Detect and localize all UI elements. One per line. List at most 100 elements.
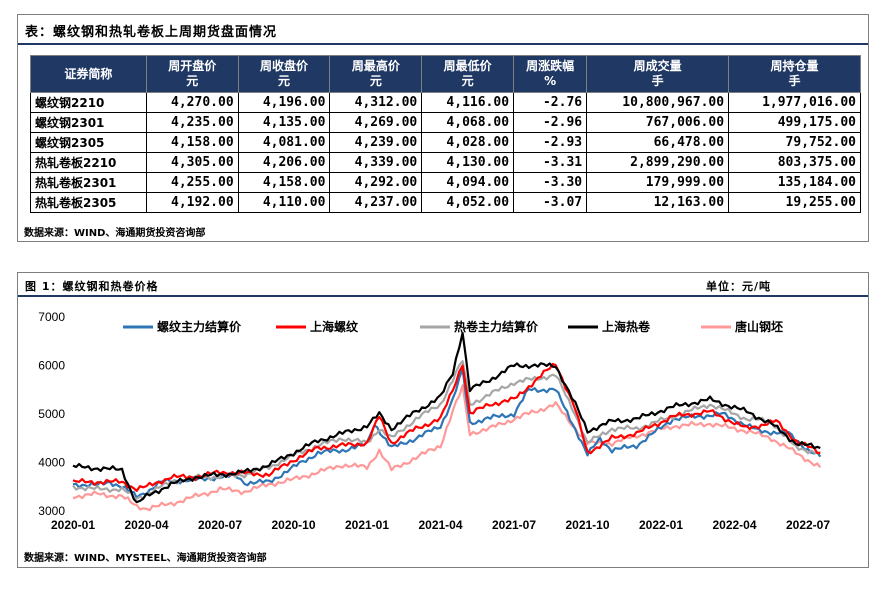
value-cell: 4,239.00 (329, 132, 423, 153)
table-row: 螺纹钢2305 4,158.00 4,081.00 4,239.00 4,028.00-… (30, 132, 861, 153)
table-header-row: 证券简称 周开盘价元周收盘价元周最高价元周最低价元周涨跌幅% 周成交量手周持仓量手 (30, 55, 861, 93)
value-cell: -2.93 (513, 132, 588, 153)
value-cell: 10,800,967.00 (586, 92, 730, 113)
figure-title-divider (18, 295, 868, 297)
value-cell: 4,235.00 (145, 112, 239, 133)
value-cell: 4,292.00 (329, 172, 423, 193)
value-cell: 4,269.00 (329, 112, 423, 133)
value-cell: 4,130.00 (421, 152, 515, 173)
column-header-unit: 手 (651, 74, 664, 88)
value-cell: 4,158.00 (237, 172, 331, 193)
legend-label: 热卷主力结算价 (454, 319, 539, 334)
value-cell: -2.76 (513, 92, 588, 113)
value-cell: 4,312.00 (329, 92, 423, 113)
column-header-label: 周开盘价 (168, 59, 217, 73)
y-tick-label: 6000 (38, 359, 65, 373)
column-header-label: 周最高价 (351, 59, 400, 73)
column-header: 周涨跌幅% (513, 55, 588, 93)
value-cell: 4,339.00 (329, 152, 423, 173)
y-tick-label: 5000 (38, 407, 65, 421)
column-header-label: 周持仓量 (770, 59, 819, 73)
column-header: 周开盘价元 (145, 55, 239, 93)
value-cell: 1,977,016.00 (728, 92, 861, 113)
column-header: 周收盘价元 (237, 55, 331, 93)
value-cell: 79,752.00 (728, 132, 861, 153)
table-body: 螺纹钢2210 4,270.00 4,196.00 4,312.00 4,116.00-… (30, 92, 861, 213)
legend-label: 唐山钢坯 (735, 319, 783, 334)
x-tick-label: 2020-04 (124, 518, 168, 532)
contract-name-cell: 螺纹钢2301 (30, 112, 147, 133)
series-line (72, 368, 822, 499)
value-cell: 2,899,290.00 (586, 152, 730, 173)
x-tick-label: 2021-04 (418, 518, 462, 532)
contract-name-cell: 螺纹钢2210 (30, 92, 147, 113)
futures-table: 证券简称 周开盘价元周收盘价元周最高价元周最低价元周涨跌幅% 周成交量手周持仓量手 … (30, 55, 861, 213)
value-cell: 179,999.00 (586, 172, 730, 193)
series-line (72, 360, 821, 500)
column-header-unit: 元 (186, 74, 199, 88)
legend-label: 上海热卷 (602, 319, 651, 334)
y-tick-label: 7000 (38, 310, 65, 324)
table-row: 螺纹钢2210 4,270.00 4,196.00 4,312.00 4,116.00-… (30, 92, 861, 113)
column-header: 周最低价元 (421, 55, 515, 93)
column-header-unit: 手 (788, 74, 801, 88)
value-cell: 4,110.00 (237, 192, 331, 213)
value-cell: 4,052.00 (421, 192, 515, 213)
futures-table-panel: 表：螺纹钢和热轧卷板上周期货盘面情况 证券简称 周开盘价元周收盘价元周最高价元周最… (17, 14, 869, 242)
value-cell: 4,094.00 (421, 172, 515, 193)
figure-source-note: 数据来源：WIND、MYSTEEL、海通期货投资咨询部 (24, 553, 267, 564)
column-header-label: 证券简称 (64, 66, 113, 81)
x-tick-label: 2020-10 (271, 518, 315, 532)
legend-label: 上海螺纹 (310, 319, 359, 334)
value-cell: 4,270.00 (145, 92, 239, 113)
table-row: 螺纹钢2301 4,235.00 4,135.00 4,269.00 4,068.00-… (30, 112, 861, 133)
column-header-label: 周收盘价 (260, 59, 309, 73)
x-tick-label: 2020-07 (198, 518, 242, 532)
column-header-label: 周涨跌幅 (526, 59, 575, 73)
value-cell: 19,255.00 (728, 192, 861, 213)
legend-label: 螺纹主力结算价 (157, 319, 242, 334)
value-cell: 12,163.00 (586, 192, 730, 213)
value-cell: -3.30 (513, 172, 588, 193)
value-cell: 767,006.00 (586, 112, 730, 133)
value-cell: 4,135.00 (237, 112, 331, 133)
column-header-unit: 元 (278, 74, 291, 88)
value-cell: 4,196.00 (237, 92, 331, 113)
value-cell: 4,255.00 (145, 172, 239, 193)
x-tick-label: 2020-01 (51, 518, 95, 532)
value-cell: 4,081.00 (237, 132, 331, 153)
x-tick-label: 2022-07 (786, 518, 830, 532)
x-tick-label: 2022-01 (639, 518, 683, 532)
value-cell: 66,478.00 (586, 132, 730, 153)
series-line (72, 384, 822, 512)
x-tick-label: 2021-01 (345, 518, 389, 532)
y-tick-label: 4000 (38, 456, 65, 470)
contract-name-cell: 螺纹钢2305 (30, 132, 147, 153)
column-header: 证券简称 (30, 55, 147, 93)
table-title-divider (18, 43, 868, 45)
value-cell: 4,192.00 (145, 192, 239, 213)
column-header: 周持仓量手 (728, 55, 861, 93)
column-header-label: 周最低价 (443, 59, 492, 73)
price-chart-panel: 图 1：螺纹钢和热卷价格 单位：元/吨 3000 4000 5000 6000 7000… (17, 272, 869, 568)
column-header-unit: 元 (369, 74, 382, 88)
value-cell: 803,375.00 (728, 152, 861, 173)
value-cell: 4,116.00 (421, 92, 515, 113)
figure-unit-label: 单位：元/吨 (705, 280, 771, 293)
price-line-chart: 3000 4000 5000 6000 7000 2020-01 2020-04 2020-0… (38, 310, 830, 532)
value-cell: -3.07 (513, 192, 588, 213)
value-cell: -2.96 (513, 112, 588, 133)
table-row: 热轧卷板2305 4,192.00 4,110.00 4,237.00 4,052.00… (30, 192, 861, 213)
column-header-unit: % (544, 74, 557, 88)
y-tick-label: 3000 (38, 504, 65, 518)
column-header-unit: 元 (461, 74, 474, 88)
column-header-label: 周成交量 (633, 59, 682, 73)
column-header: 周成交量手 (586, 55, 730, 93)
value-cell: 4,028.00 (421, 132, 515, 153)
contract-name-cell: 热轧卷板2301 (30, 172, 147, 193)
table-row: 热轧卷板2210 4,305.00 4,206.00 4,339.00 4,130.00… (30, 152, 861, 173)
x-tick-label: 2021-07 (492, 518, 536, 532)
x-tick-label: 2021-10 (565, 518, 609, 532)
value-cell: 4,305.00 (145, 152, 239, 173)
series-line (72, 331, 821, 504)
